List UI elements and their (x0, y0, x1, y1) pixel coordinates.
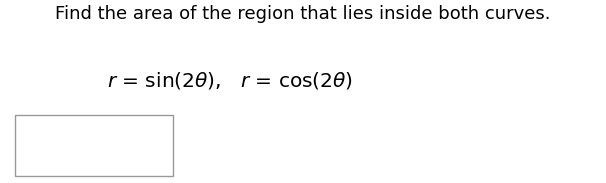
FancyBboxPatch shape (15, 115, 173, 176)
Text: $r$ = sin(2$\theta$),   $r$ = cos(2$\theta$): $r$ = sin(2$\theta$), $r$ = cos(2$\theta… (107, 70, 353, 91)
Text: Find the area of the region that lies inside both curves.: Find the area of the region that lies in… (55, 5, 551, 23)
